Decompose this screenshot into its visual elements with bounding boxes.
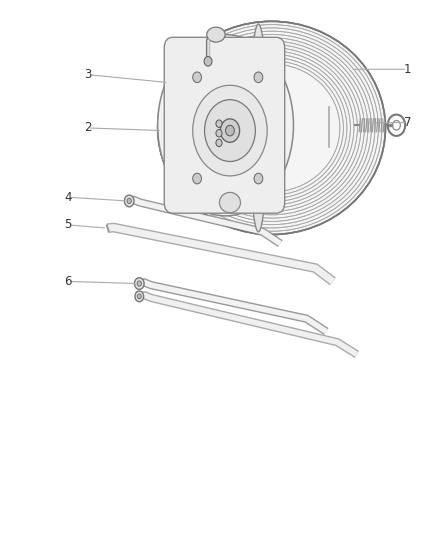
Ellipse shape	[250, 24, 267, 232]
Text: 4: 4	[64, 191, 72, 204]
Circle shape	[216, 120, 222, 127]
Circle shape	[254, 72, 263, 83]
Ellipse shape	[158, 21, 385, 235]
Circle shape	[193, 72, 201, 83]
Circle shape	[135, 291, 144, 302]
Circle shape	[127, 198, 131, 204]
Circle shape	[193, 85, 267, 176]
Circle shape	[193, 173, 201, 184]
Circle shape	[216, 139, 222, 147]
Circle shape	[124, 195, 134, 207]
Ellipse shape	[207, 27, 225, 42]
Text: 3: 3	[84, 68, 91, 81]
Circle shape	[220, 119, 240, 142]
Circle shape	[216, 130, 222, 137]
Ellipse shape	[219, 192, 240, 213]
Circle shape	[254, 173, 263, 184]
Circle shape	[204, 56, 212, 66]
Circle shape	[226, 125, 234, 136]
Text: 7: 7	[403, 116, 411, 129]
Circle shape	[134, 278, 144, 289]
Circle shape	[137, 294, 141, 298]
Circle shape	[137, 281, 141, 286]
Ellipse shape	[158, 35, 293, 216]
Circle shape	[205, 100, 255, 161]
Text: 5: 5	[64, 219, 71, 231]
FancyBboxPatch shape	[164, 37, 285, 213]
Text: 2: 2	[84, 122, 92, 134]
Text: 6: 6	[64, 275, 72, 288]
Text: 1: 1	[403, 63, 411, 76]
